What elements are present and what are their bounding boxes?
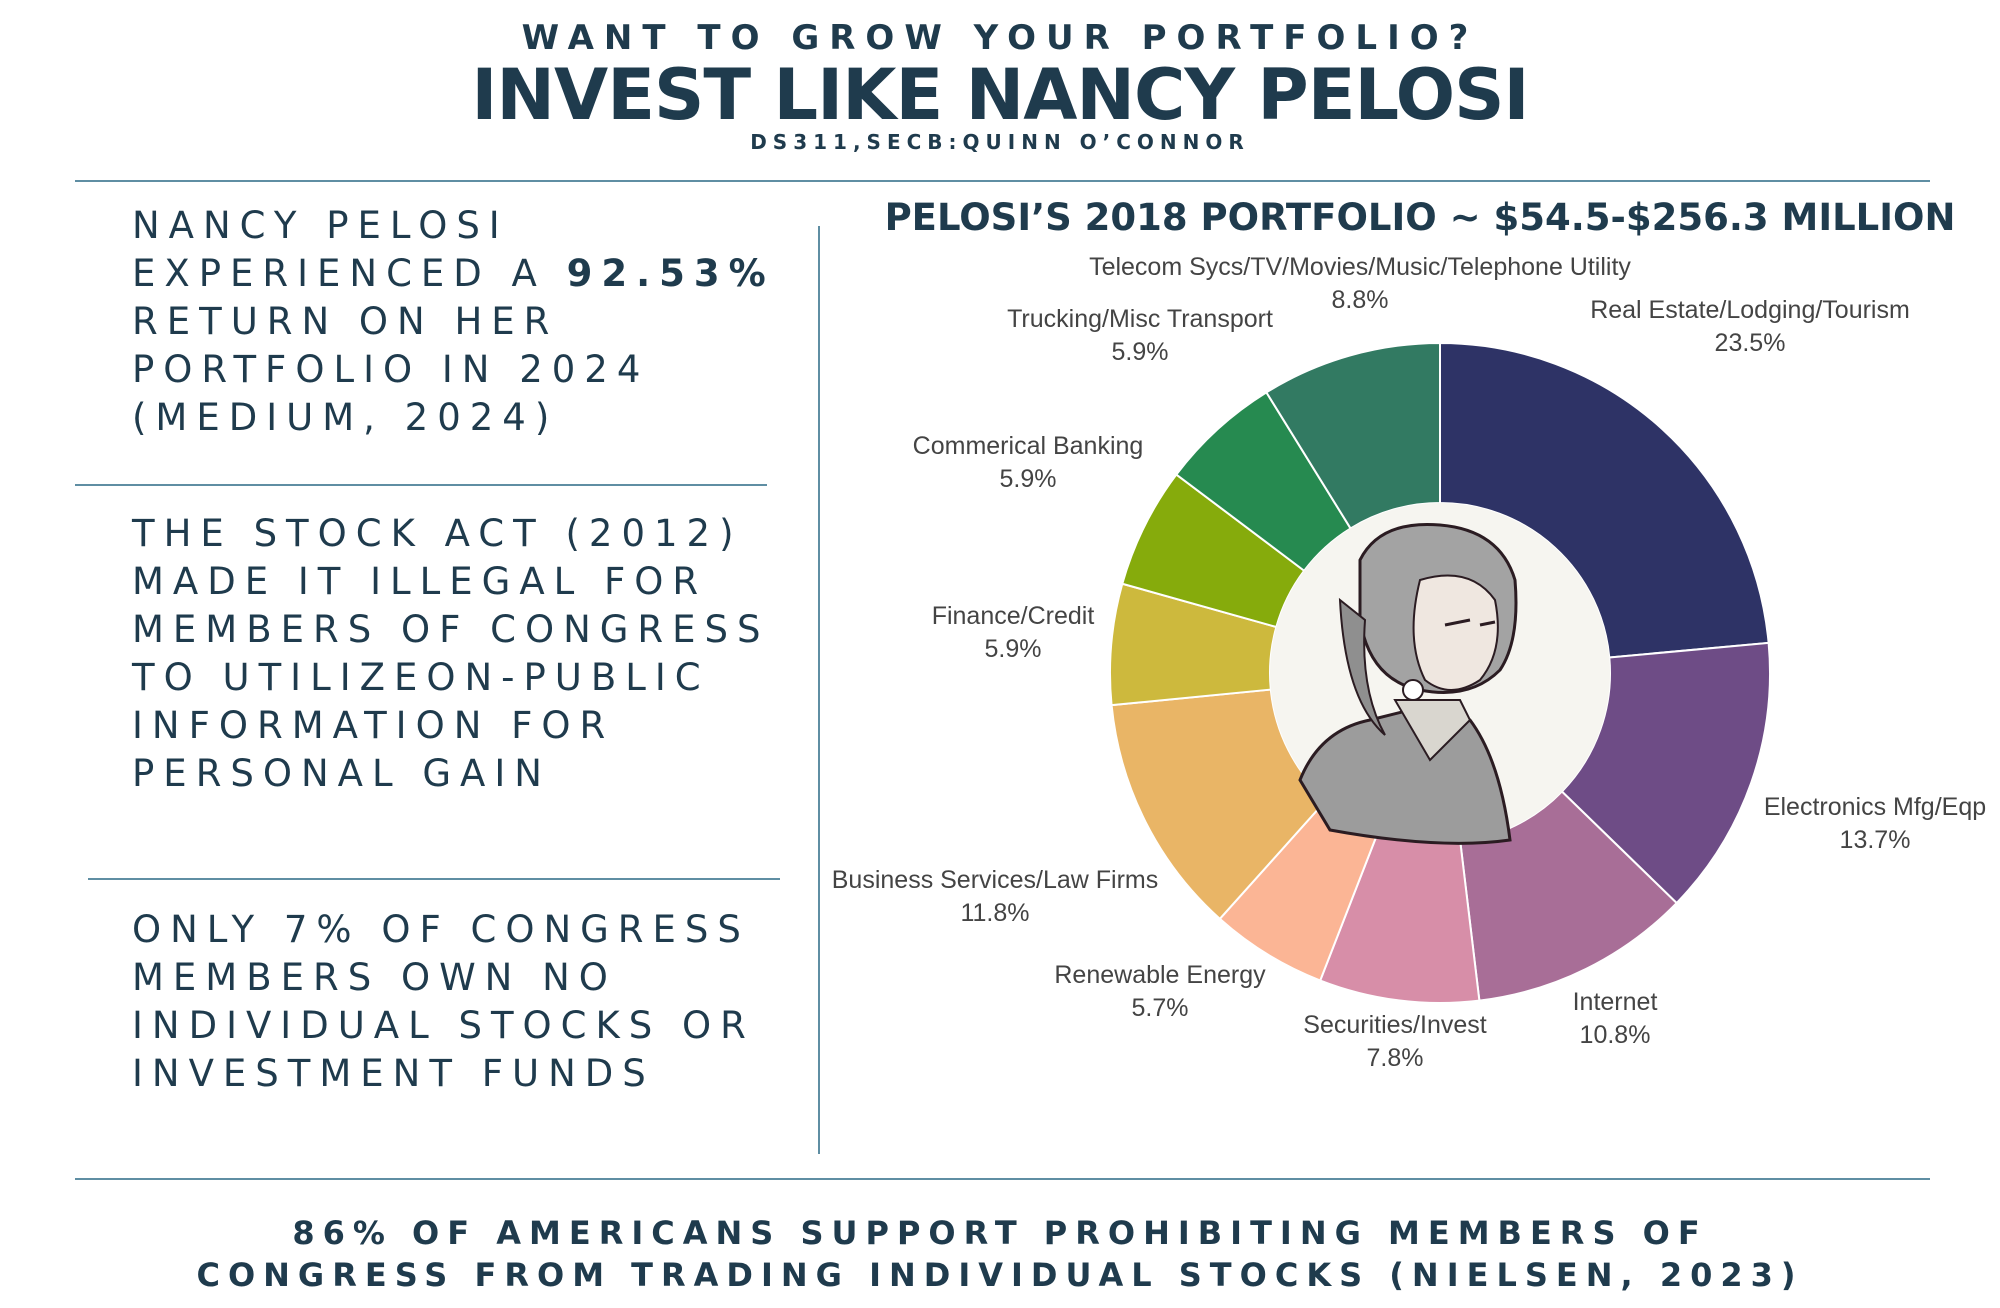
fact-return-highlight: 92.53% — [566, 252, 775, 295]
slice-label: Trucking/Misc Transport — [1007, 305, 1273, 333]
slice-label: Business Services/Law Firms — [832, 866, 1158, 894]
slice-value-label: 5.9% — [985, 635, 1042, 663]
fact-return-pre: NANCY PELOSI EXPERIENCED A — [132, 204, 546, 295]
slice-value-label: 13.7% — [1840, 826, 1911, 854]
chart-title: PELOSI’S 2018 PORTFOLIO ~ $54.5-$256.3 M… — [884, 196, 1956, 239]
slice-label: Telecom Sycs/TV/Movies/Music/Telephone U… — [1089, 253, 1631, 281]
page-title: INVEST LIKE NANCY PELOSI — [471, 54, 1529, 136]
slice-label: Electronics Mfg/Eqp — [1764, 793, 1986, 821]
slice-label: Commerical Banking — [913, 432, 1144, 460]
slice-label: Internet — [1573, 988, 1658, 1016]
slice-value-label: 7.8% — [1367, 1044, 1424, 1072]
slice-value-label: 8.8% — [1332, 286, 1389, 314]
slice-label: Real Estate/Lodging/Tourism — [1590, 296, 1910, 324]
labels-layer: Real Estate/Lodging/Tourism 23.5% Electron… — [832, 253, 1986, 1072]
fact-stock-act: THE STOCK ACT (2012) MADE IT ILLEGAL FOR… — [132, 512, 770, 795]
footer-line-2: CONGRESS FROM TRADING INDIVIDUAL STOCKS … — [196, 1256, 1804, 1294]
portrait-icon — [1298, 522, 1518, 845]
bottom-divider — [75, 1178, 1930, 1180]
fact-return-post: RETURN ON HER PORTFOLIO IN 2024 (MEDIUM,… — [132, 300, 650, 439]
fact-congress-members: ONLY 7% OF CONGRESS MEMBERS OWN NO INDIV… — [132, 908, 755, 1095]
fact-return: NANCY PELOSI EXPERIENCED A 92.53% RETURN… — [132, 202, 812, 442]
slice-value-label: 5.9% — [1000, 465, 1057, 493]
slice-label: Renewable Energy — [1054, 961, 1266, 989]
column-divider — [818, 226, 820, 1154]
slice-value-label: 11.8% — [960, 899, 1029, 927]
slice-value-label: 5.7% — [1132, 994, 1189, 1022]
byline: DS311,SECB:QUINN O’CONNOR — [750, 130, 1250, 154]
slice-value-label: 5.9% — [1112, 338, 1169, 366]
center-portrait — [1270, 503, 1610, 845]
slice-label: Finance/Credit — [932, 602, 1095, 630]
footer-line-1: 86% OF AMERICANS SUPPORT PROHIBITING MEM… — [292, 1214, 1708, 1252]
fact-divider-2 — [88, 878, 780, 880]
top-divider — [75, 180, 1930, 182]
fact-divider-1 — [75, 484, 767, 486]
header-kicker: WANT TO GROW YOUR PORTFOLIO? — [521, 18, 1479, 58]
slice-label: Securities/Invest — [1303, 1011, 1486, 1039]
slice-value-label: 10.8% — [1580, 1021, 1651, 1049]
slice-value-label: 23.5% — [1715, 329, 1786, 357]
